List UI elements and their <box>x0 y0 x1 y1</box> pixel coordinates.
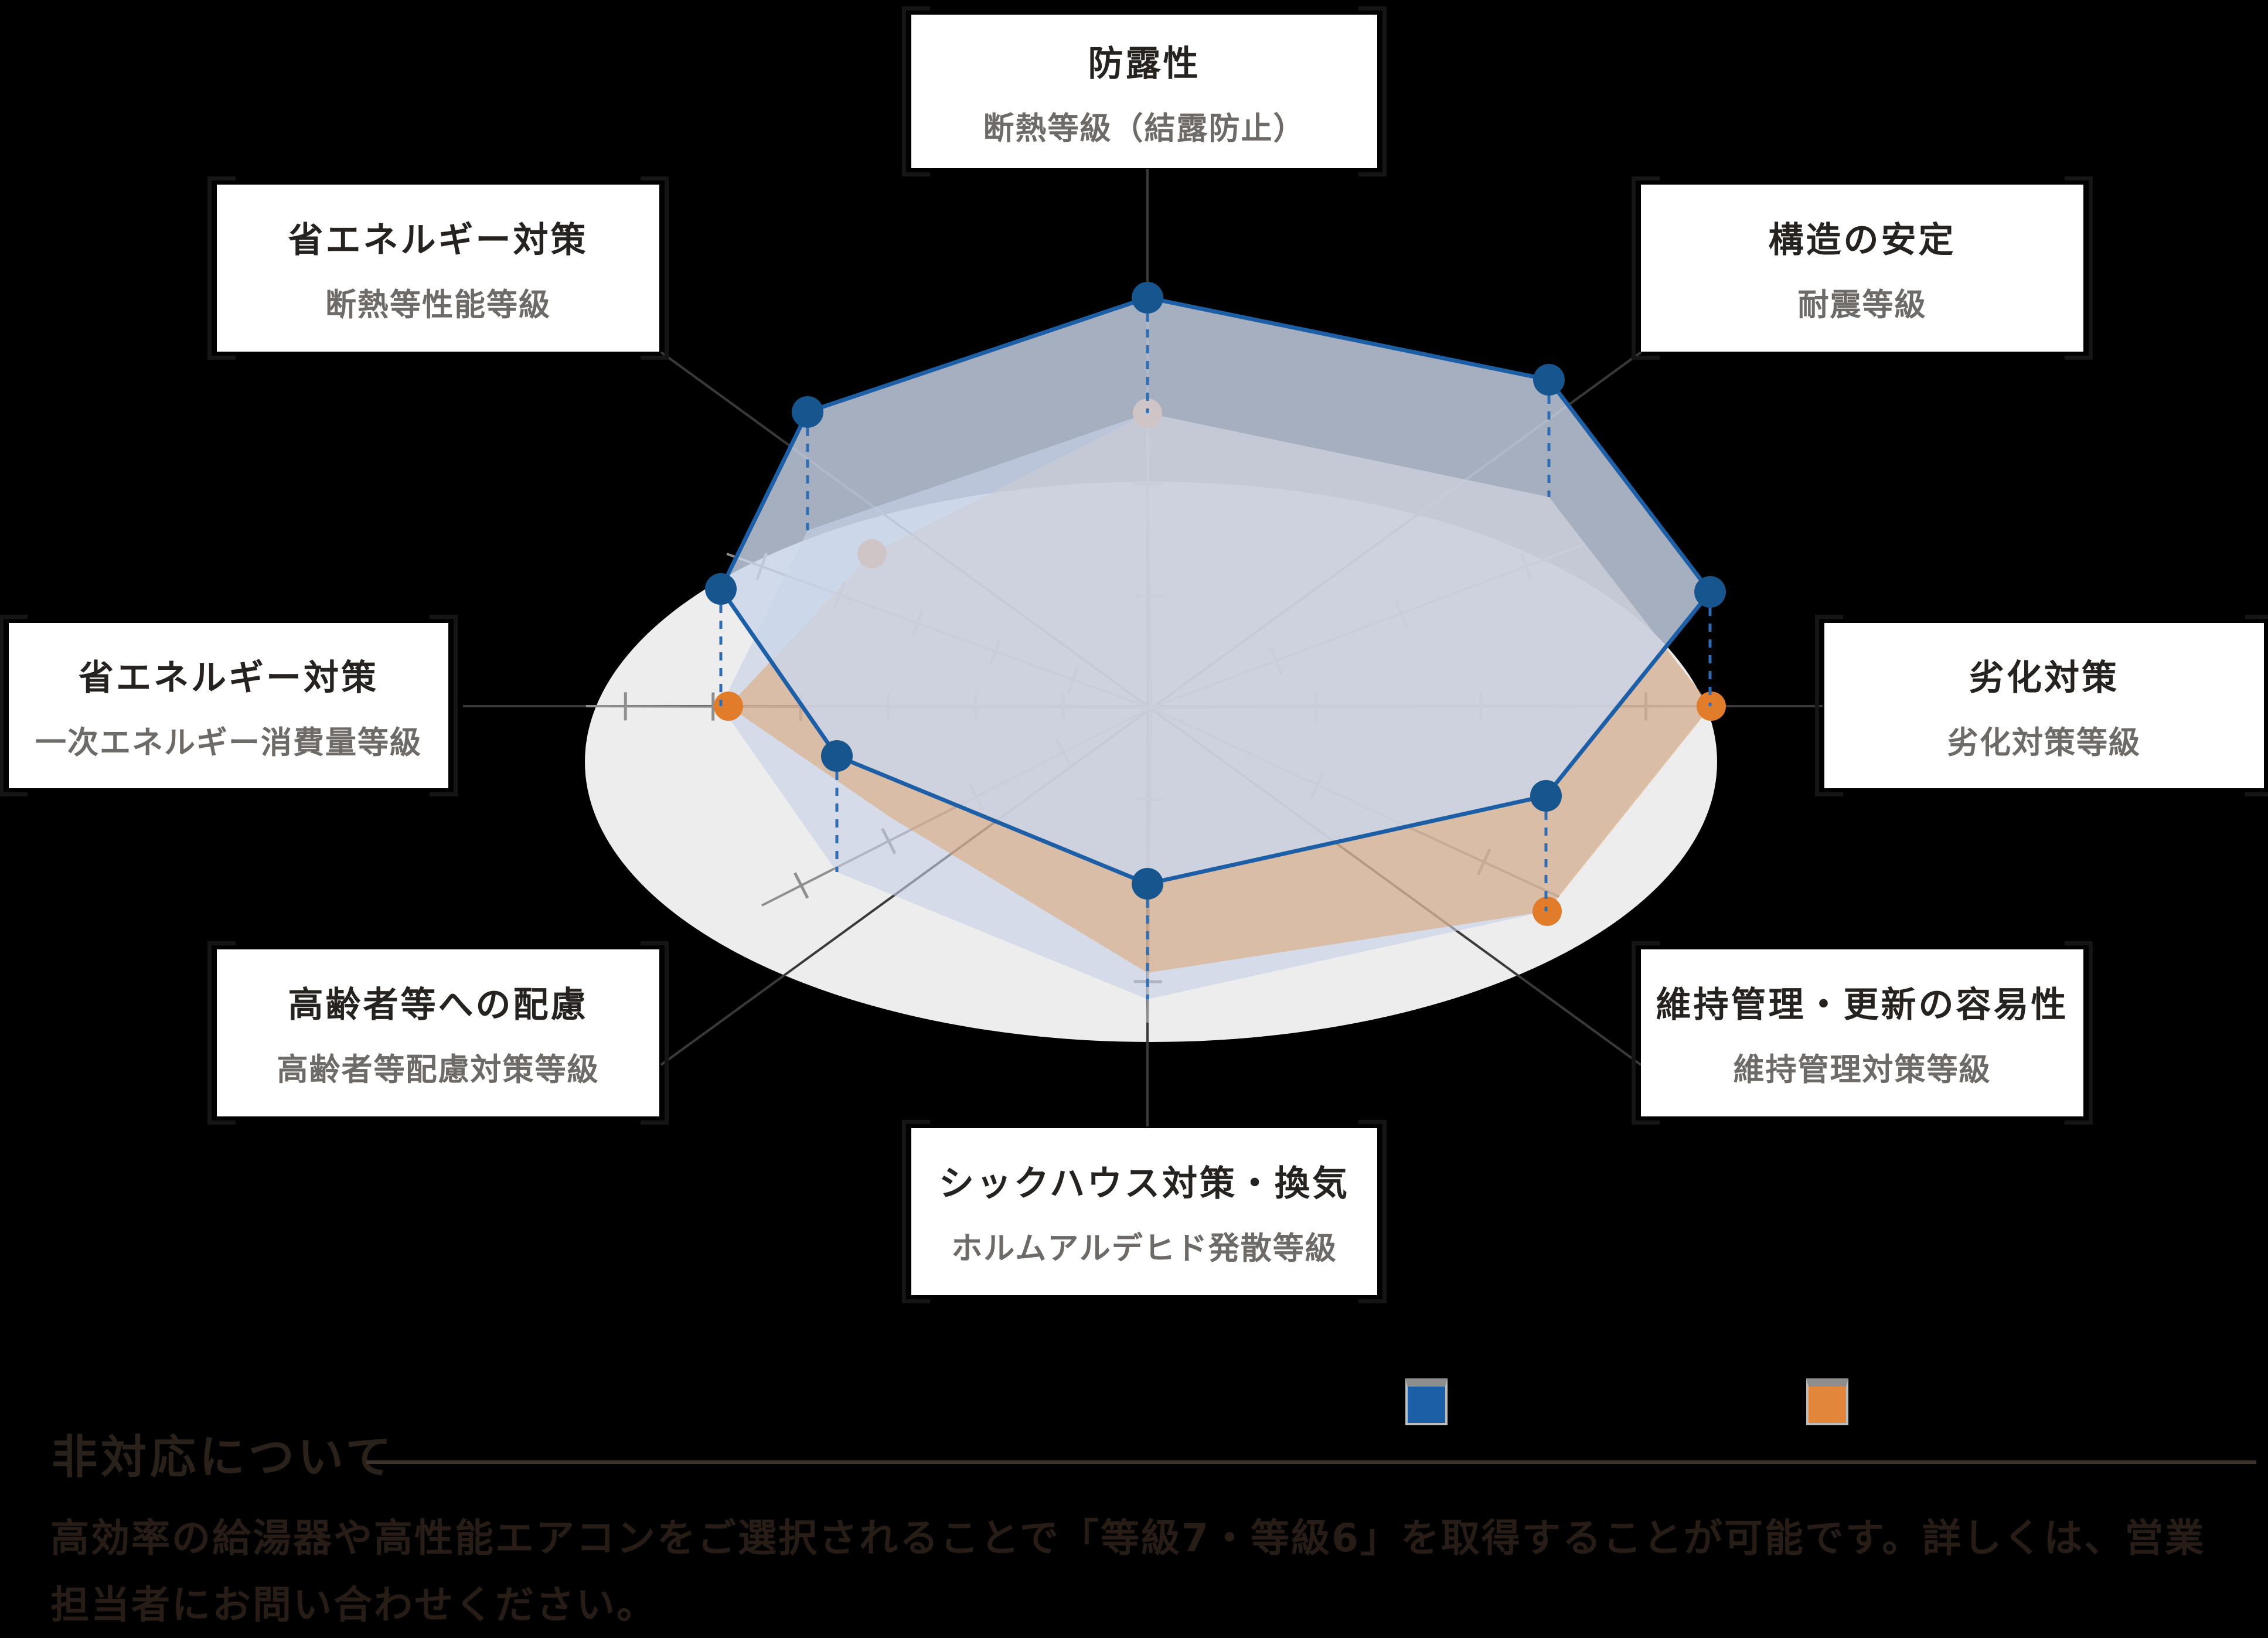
label-bracket-left <box>1815 615 1843 796</box>
axis-title: 劣化対策 <box>1969 649 2119 700</box>
label-bracket-right <box>430 615 458 796</box>
axis-label-bottom: シックハウス対策・換気ホルムアルデヒド発散等級 <box>911 1128 1377 1295</box>
axis-label-left: 省エネルギー対策一次エネルギー消費量等級 <box>9 623 448 788</box>
label-bracket-right <box>2065 176 2093 360</box>
label-bracket-left <box>902 6 930 176</box>
axis-grade-label: 一次エネルギー消費量等級 <box>35 718 422 762</box>
axis-title: 省エネルギー対策 <box>79 649 379 700</box>
legend-swatch-orange <box>1806 1378 1848 1425</box>
note-body: 高効率の給湯器や高性能エアコンをご選択されることで「等級7・等級6」を取得するこ… <box>50 1505 2225 1638</box>
blue-data-point <box>792 396 823 428</box>
axis-label-bottom-left: 高齢者等への配慮高齢者等配慮対策等級 <box>217 949 659 1116</box>
axis-label-top-right: 構造の安定耐震等級 <box>1641 185 2083 352</box>
blue-data-point <box>1533 364 1565 396</box>
label-bracket-left <box>207 176 236 360</box>
axis-grade-label: 維持管理対策等級 <box>1734 1045 1991 1089</box>
note-heading-rule <box>366 1460 2256 1464</box>
legend-swatch-blue <box>1405 1378 1448 1425</box>
label-bracket-left <box>207 941 236 1125</box>
axis-title: 高齢者等への配慮 <box>288 976 588 1027</box>
axis-grade-label: ホルムアルデヒド発散等級 <box>951 1224 1337 1268</box>
blue-data-point <box>1530 780 1562 812</box>
axis-grade-label: 耐震等級 <box>1798 280 1927 325</box>
blue-data-point <box>821 740 853 772</box>
axis-label-top-left: 省エネルギー対策断熱等性能等級 <box>217 185 659 352</box>
label-bracket-left <box>902 1120 930 1303</box>
axis-title: シックハウス対策・換気 <box>939 1155 1350 1206</box>
label-bracket-right <box>1358 1120 1387 1303</box>
label-bracket-right <box>641 176 669 360</box>
label-bracket-left <box>0 615 28 796</box>
axis-label-bottom-right: 維持管理・更新の容易性維持管理対策等級 <box>1641 949 2083 1116</box>
axis-grade-label: 断熱等級（結露防止） <box>983 104 1306 148</box>
axis-grade-label: 高齢者等配慮対策等級 <box>277 1045 600 1089</box>
axis-title: 構造の安定 <box>1769 212 1956 263</box>
label-bracket-right <box>1358 6 1387 176</box>
note-heading: 非対応について <box>52 1421 395 1486</box>
axis-grade-label: 断熱等性能等級 <box>325 280 551 325</box>
label-bracket-left <box>1632 176 1660 360</box>
blue-data-point <box>705 573 737 605</box>
axis-grade-label: 劣化対策等級 <box>1947 718 2141 762</box>
orange-data-point <box>714 692 743 721</box>
axis-label-top: 防露性断熱等級（結露防止） <box>911 15 1377 168</box>
label-bracket-left <box>1632 941 1660 1125</box>
label-bracket-right <box>2065 941 2093 1125</box>
blue-data-point <box>1694 576 1726 608</box>
axis-label-right: 劣化対策劣化対策等級 <box>1824 623 2264 788</box>
label-bracket-right <box>2245 615 2268 796</box>
axis-title: 維持管理・更新の容易性 <box>1656 976 2069 1027</box>
blue-data-point <box>1132 868 1163 900</box>
blue-data-point <box>1132 282 1163 314</box>
axis-title: 省エネルギー対策 <box>288 212 588 263</box>
label-bracket-right <box>641 941 669 1125</box>
axis-title: 防露性 <box>1088 35 1201 86</box>
